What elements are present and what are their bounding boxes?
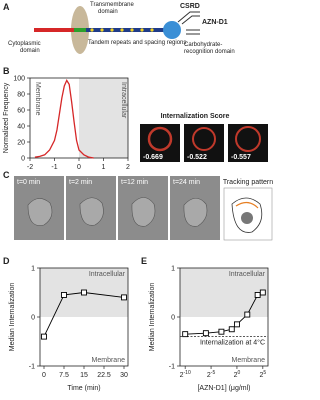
frame-label: t=24 min — [173, 179, 200, 186]
region-label: Intracellular — [229, 271, 266, 278]
y-tick-label: 100 — [13, 76, 25, 83]
cytoplasmic-segment — [34, 28, 74, 32]
y-tick-label: 0 — [31, 315, 35, 322]
y-tick-label: -1 — [169, 364, 175, 371]
y-tick-label: 0 — [171, 315, 175, 322]
score-label: -0.557 — [231, 154, 251, 161]
panel-label: C — [3, 170, 10, 180]
x-tick-label: 2-5 — [207, 370, 216, 379]
tick-base: 2 — [259, 372, 263, 379]
data-point — [244, 311, 251, 318]
y-axis-label: Median Internalization — [149, 283, 156, 352]
x-tick-label: 2 — [126, 164, 130, 171]
score-label: -0.522 — [187, 154, 207, 161]
antibody-label: AZN-D1 — [202, 19, 228, 26]
data-point — [254, 292, 261, 298]
tick-exponent: -10 — [184, 370, 191, 376]
y-tick-label: 60 — [17, 108, 25, 115]
transmembrane-label: domain — [98, 9, 118, 15]
x-tick-label: 0 — [42, 372, 46, 379]
data-point — [228, 326, 235, 333]
data-point — [121, 294, 127, 301]
x-tick-label: 25 — [259, 370, 266, 379]
crd-label: recognition domain — [184, 49, 235, 55]
frame-label: t=12 min — [121, 179, 148, 186]
region-label: Membrane — [92, 357, 126, 364]
antibody-shape — [177, 11, 200, 35]
data-point — [41, 333, 47, 340]
panel-label: B — [3, 66, 10, 76]
data-point — [61, 292, 67, 298]
data-line — [43, 292, 125, 337]
time-lapse-images — [14, 176, 220, 240]
x-tick-label: 22.5 — [97, 372, 111, 379]
shaded-region — [180, 268, 268, 317]
data-line — [34, 78, 94, 159]
data-point — [218, 328, 225, 335]
y-tick-label: 0 — [21, 156, 25, 163]
panel-label: A — [3, 2, 10, 12]
reference-label: Internalization at 4°C — [200, 339, 265, 347]
crd-shape — [163, 21, 181, 39]
panel-label: D — [3, 256, 10, 266]
x-tick-label: 15 — [80, 372, 88, 379]
y-tick-label: 1 — [171, 266, 175, 273]
y-tick-label: 80 — [17, 92, 25, 99]
tick-base: 2 — [180, 372, 184, 379]
csrd-label: CSRD — [180, 3, 200, 10]
data-point — [259, 289, 266, 296]
y-axis-label: Normalized Frequency — [3, 82, 10, 153]
x-axis-label: Time (min) — [67, 385, 100, 392]
data-point — [233, 321, 240, 328]
x-axis-label: [AZN-D1] (μg/ml) — [197, 385, 250, 392]
tick-exponent: 5 — [263, 370, 266, 376]
x-tick-label: 0 — [77, 164, 81, 171]
tandem-label: Tandem repeats and spacing regions — [88, 40, 186, 46]
repeat-segment — [86, 28, 164, 32]
tracking-label: Tracking pattern — [223, 179, 273, 186]
y-axis-label: Median Internalization — [9, 283, 16, 352]
data-point — [182, 331, 189, 338]
frame-label: t=2 min — [69, 179, 92, 186]
x-tick-label: 1 — [102, 164, 106, 171]
tick-exponent: -5 — [211, 370, 216, 376]
tick-base: 2 — [234, 372, 238, 379]
x-tick-label: -2 — [27, 164, 33, 171]
y-tick-label: 40 — [17, 124, 25, 131]
x-tick-label: 20 — [234, 370, 241, 379]
x-tick-label: 7.5 — [59, 372, 69, 379]
y-tick-label: 1 — [31, 266, 35, 273]
transmembrane-segment — [74, 28, 86, 32]
repeat-dots — [90, 28, 154, 32]
crd-label: Carbohydrate- — [184, 42, 222, 48]
cytoplasmic-label: Cytoplasmic — [8, 41, 41, 47]
region-label: Intracellular — [120, 82, 127, 119]
tracking-diagram — [223, 187, 273, 241]
shaded-region — [79, 78, 128, 158]
region-label: Intracellular — [89, 271, 126, 278]
cytoplasmic-label: domain — [20, 48, 40, 54]
score-title: Internalization Score — [161, 113, 230, 120]
panel-label: E — [141, 256, 147, 266]
cell-shapes — [27, 197, 208, 227]
tick-base: 2 — [207, 372, 211, 379]
x-tick-label: 30 — [120, 372, 128, 379]
y-tick-label: 20 — [17, 140, 25, 147]
data-point — [202, 330, 209, 337]
score-image — [140, 124, 268, 162]
region-label: Membrane — [34, 82, 41, 116]
tick-exponent: 0 — [238, 370, 241, 376]
data-point — [81, 289, 87, 296]
x-tick-label: 2-10 — [180, 370, 191, 379]
region-label: Membrane — [232, 357, 266, 364]
score-label: -0.669 — [143, 154, 163, 161]
frame-label: t=0 min — [17, 179, 40, 186]
y-tick-label: -1 — [29, 364, 35, 371]
transmembrane-label: Transmembrane — [90, 2, 134, 8]
x-tick-label: -1 — [51, 164, 57, 171]
figure: A CSRD AZN-D1 Transmembrane domain Cytop… — [3, 2, 273, 392]
